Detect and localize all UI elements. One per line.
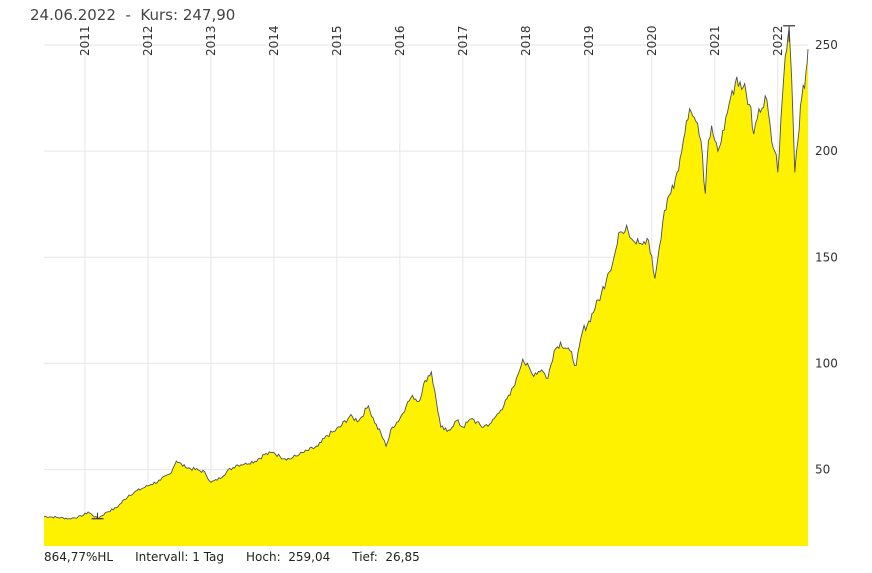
y-tick-label: 100	[815, 356, 838, 370]
series-area-fill	[44, 28, 808, 546]
marker-tief	[91, 512, 104, 520]
x-tick-label: 2022	[771, 25, 785, 56]
chart-footer: 864,77%HL Intervall: 1 Tag Hoch: 259,04 Tie…	[44, 550, 442, 564]
y-tick-label: 250	[815, 38, 838, 52]
y-tick-label: 50	[815, 463, 830, 477]
x-tick-label: 2017	[456, 25, 470, 56]
marker-hoch	[783, 25, 796, 42]
x-tick-label: 2018	[519, 25, 533, 56]
x-tick-label: 2021	[708, 25, 722, 56]
y-tick-label: 200	[815, 144, 838, 158]
chart-header: 24.06.2022 - Kurs: 247,90	[30, 6, 235, 24]
y-tick-label: 150	[815, 250, 838, 264]
chart-area	[44, 27, 809, 546]
footer-low: Tief: 26,85	[352, 550, 420, 564]
x-tick-label: 2014	[267, 25, 281, 56]
header-price-value: 247,90	[182, 6, 236, 24]
x-tick-label: 2013	[204, 25, 218, 56]
x-axis-labels: 2011 2012 2013 2014 2015 2016 2017 2018 2019 2020…	[78, 25, 785, 56]
x-tick-label: 2015	[330, 25, 344, 56]
header-date: 24.06.2022	[30, 6, 116, 24]
chart-markers	[91, 25, 796, 520]
y-axis-labels: 50 100 150 200 250	[815, 38, 838, 477]
series-line	[44, 27, 809, 520]
x-tick-label: 2011	[78, 25, 92, 56]
footer-performance: 864,77%HL	[44, 550, 114, 564]
x-tick-label: 2016	[393, 25, 407, 56]
footer-interval: Intervall: 1 Tag	[135, 550, 225, 564]
header-price-label: Kurs:	[140, 6, 179, 24]
header-separator: -	[125, 6, 131, 24]
x-tick-label: 2020	[645, 25, 659, 56]
x-tick-label: 2012	[141, 25, 155, 56]
x-tick-label: 2019	[582, 25, 596, 56]
footer-high: Hoch: 259,04	[246, 550, 331, 564]
